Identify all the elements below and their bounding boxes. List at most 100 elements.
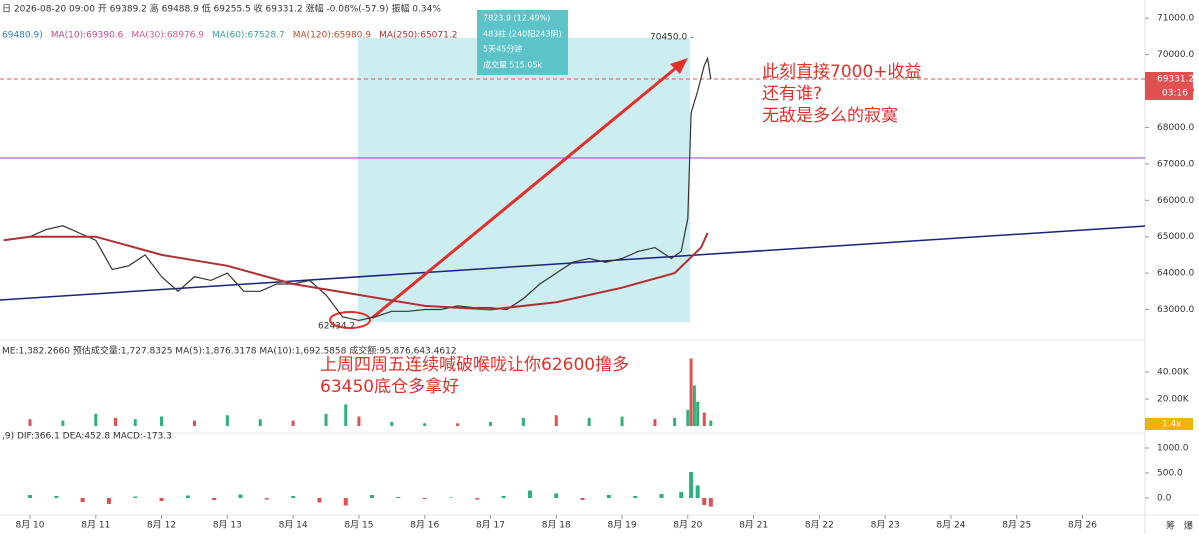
ma-legend: 69480.9): [2, 31, 43, 41]
y-tick-label: 1000.0: [1157, 444, 1189, 454]
ma-legend: MA(10):69390.6: [51, 31, 124, 41]
annotation: 63450底仓多拿好: [320, 376, 459, 397]
macd-bar: [695, 485, 700, 498]
x-tick-label: 8月 13: [213, 520, 242, 531]
ma-legend: MA(120):65980.9: [293, 31, 372, 41]
macd-bar: [238, 494, 243, 498]
macd-legend: ,9) DIF:366.1 DEA:452.8 MACD:-173.3: [2, 432, 172, 442]
macd-bar: [370, 495, 375, 498]
macd-bar: [343, 498, 348, 506]
measure-text: 成交量 515.05k: [483, 60, 543, 70]
x-tick-label: 8月 14: [279, 520, 308, 531]
price-tag: [1145, 71, 1193, 86]
x-tick-label: 8月 22: [805, 520, 834, 531]
macd-bar: [702, 498, 707, 505]
y-tick-label: 0.0: [1157, 494, 1172, 504]
volume-bar: [521, 417, 525, 426]
macd-bar: [317, 498, 322, 503]
macd-bar: [501, 496, 506, 498]
volume-bar: [554, 415, 558, 426]
x-tick-label: 8月 17: [476, 520, 505, 531]
volume-bar: [423, 423, 427, 426]
y-tick-label: 67000.0: [1157, 159, 1194, 169]
macd-bar: [449, 497, 454, 498]
volume-bar: [587, 417, 591, 426]
x-tick-label: 8月 10: [15, 520, 44, 531]
y-tick-label: 66000.0: [1157, 196, 1194, 206]
annotation: 此刻直接7000+收益: [762, 62, 922, 82]
macd-bar: [80, 498, 85, 502]
ma-legend: MA(30):68976.9: [131, 31, 204, 41]
volume-bar: [258, 419, 262, 426]
high-label: 70450.0 -: [650, 33, 693, 43]
header: 日 2026-08-20 09:00 开 69389.2 高 69488.9 低…: [2, 3, 441, 15]
macd-bar: [659, 494, 664, 498]
measure-text: 5天45分钟: [483, 44, 522, 54]
x-tick-label: 8月 18: [542, 520, 571, 531]
macd-bar: [106, 498, 111, 504]
macd-bar: [291, 496, 296, 498]
arrow-head: [670, 58, 688, 74]
low-circle: [329, 311, 371, 329]
macd-bar: [708, 498, 713, 507]
measure-area: [358, 38, 690, 322]
x-tick-label: 8月 24: [936, 520, 965, 531]
annotation: 上周四周五连续喊破喉咙让你62600撸多: [320, 355, 629, 375]
y-tick-label: 40.00K: [1157, 368, 1190, 378]
y-tick-label: 65000.0: [1157, 232, 1194, 242]
x-tick-label: 8月 20: [673, 520, 702, 531]
volume-bar: [686, 409, 690, 426]
measure-tooltip: [477, 10, 568, 75]
x-tick-label: 8月 26: [1068, 520, 1097, 531]
volume-legend: ME:1,382.2660 预估成交量:1,727.8325 MA(5):1,8…: [2, 345, 457, 357]
ma-legend: MA(250):65071.2: [379, 31, 457, 41]
macd-bar: [396, 497, 401, 498]
volume-bar: [696, 401, 700, 426]
y-tick-label: 500.0: [1157, 469, 1183, 479]
volume-bar: [344, 404, 348, 426]
measure-text: 483柱 (240阳243阴): [483, 29, 562, 39]
volume-bar: [192, 420, 196, 426]
volume-bar: [673, 417, 677, 426]
price-line: [3, 232, 709, 311]
volume-bar: [456, 423, 460, 426]
volume-bar: [709, 420, 713, 426]
y-tick-label: 20.00K: [1157, 395, 1190, 405]
corner-icon: 筹: [1166, 520, 1175, 532]
y-tick-label: 71000.0: [1157, 14, 1194, 24]
volume-bar: [61, 420, 65, 426]
macd-bar: [54, 496, 59, 498]
x-tick-label: 8月 16: [410, 520, 439, 531]
volume-bar: [702, 412, 706, 426]
y-tick-label: 68000.0: [1157, 123, 1194, 133]
macd-bar: [633, 496, 638, 498]
x-tick-label: 8月 12: [147, 520, 176, 531]
volume-tag: [1145, 418, 1193, 430]
macd-bar: [606, 495, 611, 498]
x-tick-label: 8月 19: [608, 520, 637, 531]
ma-legend: MA(60):67528.7: [212, 31, 285, 41]
macd-bar: [264, 498, 269, 500]
volume-bar: [133, 419, 137, 426]
macd-bar: [679, 492, 684, 498]
x-tick-label: 8月 21: [739, 520, 768, 531]
volume-bar: [620, 416, 624, 426]
volume-bar: [324, 413, 328, 426]
volume-bar: [653, 419, 657, 426]
x-tick-label: 8月 15: [344, 520, 373, 531]
macd-bar: [580, 498, 585, 500]
volume-bar: [114, 417, 118, 426]
volume-bar: [357, 416, 361, 426]
macd-bar: [554, 493, 559, 498]
measure-text: 7823.9 (12.49%): [483, 14, 550, 23]
arrow: [371, 61, 683, 320]
macd-bar: [689, 472, 694, 498]
macd-bar: [212, 498, 217, 500]
macd-bar: [475, 498, 480, 500]
macd-bar: [185, 495, 190, 498]
annotation: 无敌是多么的寂寞: [762, 106, 898, 126]
price-tag-label: 69331.2: [1157, 74, 1194, 84]
volume-bar: [28, 419, 32, 426]
corner-icon: 爆: [1184, 520, 1193, 532]
